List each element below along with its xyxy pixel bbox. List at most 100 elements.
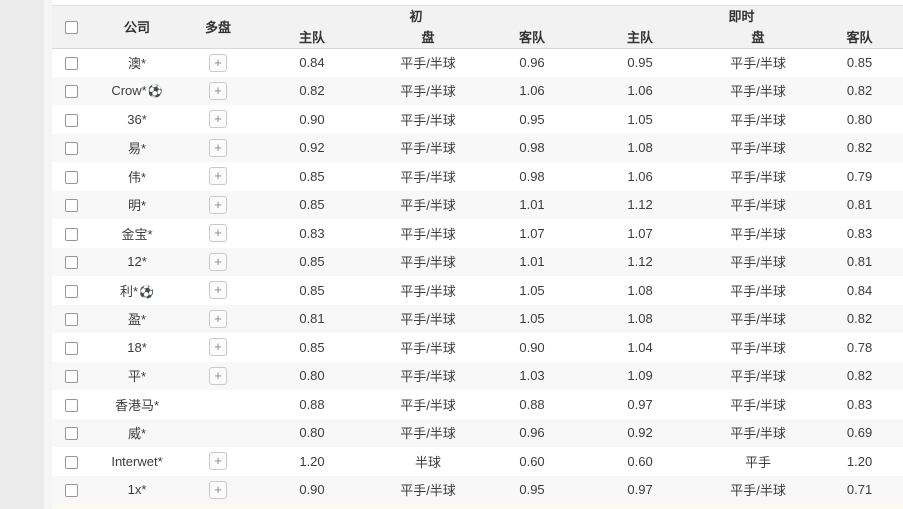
expand-button[interactable]: +: [209, 138, 227, 157]
initial-home-odds: 0.81: [299, 311, 325, 327]
expand-button[interactable]: +: [209, 81, 227, 100]
live-home-odds: 0.60: [627, 453, 653, 469]
initial-home-odds: 0.85: [299, 197, 325, 213]
live-away-odds: 0.84: [846, 282, 873, 298]
row-checkbox[interactable]: [64, 398, 78, 412]
live-handicap-value: 平手/半球: [730, 56, 786, 71]
company-cell: 易*: [90, 134, 184, 163]
live-away-odds: 0.79: [846, 168, 873, 184]
expand-button[interactable]: +: [209, 195, 227, 214]
expand-button[interactable]: +: [209, 309, 227, 328]
live-home-odds: 1.06: [627, 83, 653, 99]
row-checkbox[interactable]: [64, 455, 78, 469]
row-checkbox[interactable]: [64, 142, 78, 156]
company-cell: 1x*: [90, 476, 184, 505]
live-away-odds: 0.82: [846, 140, 873, 156]
multi-cell: +: [184, 333, 252, 362]
initial-home-odds: 0.85: [299, 254, 325, 270]
live-away-odds: 0.71: [846, 482, 873, 498]
expand-button[interactable]: +: [209, 366, 227, 385]
select-all-checkbox[interactable]: [64, 21, 78, 35]
live-home-odds: 1.07: [627, 225, 653, 241]
live-away-header: 客队: [816, 26, 903, 48]
initial-home-odds: 0.82: [299, 83, 325, 99]
live-handicap-value: 平手/半球: [730, 340, 786, 356]
expand-button[interactable]: +: [209, 224, 227, 243]
initial-handicap-value: 平手/半球: [400, 312, 456, 328]
multi-cell: +: [184, 362, 252, 391]
initial-away-odds: 0.95: [519, 482, 545, 498]
table-row: 金宝* + 0.83 平手/半球 1.07 1.07 平手/半球 0.83: [52, 219, 903, 248]
initial-away-odds: 0.90: [519, 339, 545, 355]
row-checkbox[interactable]: [64, 256, 78, 270]
initial-home-odds: 0.83: [299, 225, 325, 241]
initial-handicap-value: 平手/半球: [400, 198, 456, 214]
multi-cell: +: [184, 134, 252, 163]
live-away-odds: 0.83: [846, 225, 873, 241]
initial-home-odds: 0.92: [299, 140, 325, 156]
live-home-odds: 1.09: [627, 368, 653, 384]
row-checkbox[interactable]: [64, 484, 78, 498]
expand-button[interactable]: +: [209, 452, 227, 471]
expand-button[interactable]: +: [209, 281, 227, 300]
expand-button[interactable]: +: [209, 53, 227, 72]
row-checkbox[interactable]: [64, 113, 78, 127]
initial-handicap-value: 平手/半球: [400, 369, 456, 385]
expand-button[interactable]: +: [209, 110, 227, 129]
live-away-odds: 0.82: [846, 368, 873, 384]
live-handicap-value: 平手/半球: [730, 226, 786, 242]
live-group-header: 即时: [580, 5, 903, 26]
row-checkbox[interactable]: [64, 170, 78, 184]
bottom-strip: [52, 504, 903, 509]
table-row: 香港马* 0.88 平手/半球 0.88 0.97 平手/半球 0.83: [52, 390, 903, 419]
live-home-odds: 1.08: [627, 282, 653, 298]
live-away-odds: 0.81: [846, 197, 873, 213]
table-row: 易* + 0.92 平手/半球 0.98 1.08 平手/半球 0.82: [52, 133, 903, 163]
company-cell: 盈*: [90, 305, 184, 334]
initial-home-odds: 0.80: [299, 368, 325, 384]
live-handicap-value: 平手/半球: [730, 84, 786, 100]
row-checkbox[interactable]: [64, 57, 78, 71]
row-checkbox[interactable]: [64, 370, 78, 384]
expand-button[interactable]: +: [209, 252, 227, 271]
select-all-cell: [52, 5, 90, 48]
live-home-odds: 1.05: [627, 111, 653, 127]
company-cell: 明*: [90, 191, 184, 220]
initial-away-odds: 0.96: [519, 55, 545, 70]
row-checkbox[interactable]: [64, 341, 78, 355]
company-cell: 12*: [90, 248, 184, 277]
initial-handicap-value: 平手/半球: [400, 397, 456, 413]
row-checkbox[interactable]: [64, 284, 78, 298]
company-cell: 18*: [90, 333, 184, 362]
expand-button[interactable]: +: [209, 338, 227, 357]
live-home-odds: 1.04: [627, 339, 653, 355]
initial-handicap-value: 平手/半球: [400, 141, 456, 157]
initial-handicap-value: 平手/半球: [400, 255, 456, 271]
live-away-odds: 0.81: [846, 254, 873, 270]
table-row: 明* + 0.85 平手/半球 1.01 1.12 平手/半球 0.81: [52, 190, 903, 220]
row-checkbox[interactable]: [64, 227, 78, 241]
initial-away-odds: 0.98: [519, 140, 545, 156]
row-checkbox-cell: [52, 77, 90, 106]
live-handicap-value: 平手/半球: [730, 255, 786, 271]
initial-handicap-header: 盘: [372, 26, 484, 48]
initial-away-odds: 1.05: [519, 311, 545, 327]
initial-home-header: 主队: [252, 26, 372, 48]
expand-button[interactable]: +: [209, 480, 227, 499]
live-home-header: 主队: [580, 26, 701, 48]
live-handicap-value: 平手/半球: [730, 141, 786, 157]
row-checkbox[interactable]: [64, 313, 78, 327]
company-name: 12*: [127, 254, 147, 270]
initial-away-odds: 1.06: [519, 83, 545, 99]
scrollbar-track[interactable]: [44, 0, 52, 509]
row-checkbox[interactable]: [64, 427, 78, 441]
odds-table: 公司 多盘 初 即时 主队 盘 客队 主队 盘 客队 澳* + 0.84 平手/…: [52, 5, 903, 504]
initial-handicap-value: 平手/半球: [400, 283, 456, 299]
row-checkbox[interactable]: [64, 199, 78, 213]
initial-away-odds: 1.07: [519, 225, 545, 241]
multi-cell: +: [184, 77, 252, 106]
expand-button[interactable]: +: [209, 167, 227, 186]
row-checkbox[interactable]: [64, 85, 78, 99]
live-handicap-value: 平手/半球: [730, 483, 786, 499]
